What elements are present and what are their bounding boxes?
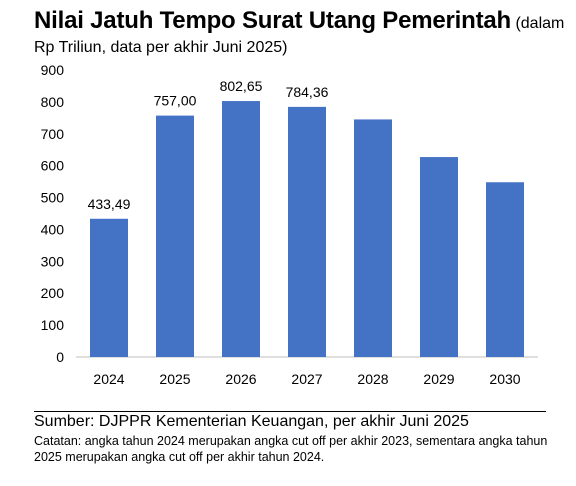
bar-data-label: 802,65 <box>220 78 263 94</box>
note-text: Catatan: angka tahun 2024 merupakan angk… <box>34 434 548 464</box>
y-tick-label: 100 <box>41 317 65 333</box>
x-tick-label: 2026 <box>225 371 256 387</box>
x-axis: 2024 2025 2026 2027 2028 2029 2030 <box>93 371 520 387</box>
chart-title-unit-prefix: (dalam <box>515 15 565 32</box>
y-tick-label: 600 <box>41 158 65 174</box>
chart-title-line: Nilai Jatuh Tempo Surat Utang Pemerintah… <box>34 8 564 37</box>
bar <box>90 218 128 357</box>
y-axis: 0 100 200 300 400 500 600 700 800 900 <box>41 62 65 365</box>
bar <box>354 119 392 357</box>
y-tick-label: 500 <box>41 190 65 206</box>
bar <box>486 182 524 357</box>
bar-data-label: 757,00 <box>154 93 197 109</box>
bar-chart: 0 100 200 300 400 500 600 700 800 900 433,49 757,0… <box>41 62 538 387</box>
y-tick-label: 800 <box>41 94 65 110</box>
x-tick-label: 2029 <box>423 371 454 387</box>
x-tick-label: 2025 <box>159 371 190 387</box>
y-tick-label: 200 <box>41 285 65 301</box>
chart-title: Nilai Jatuh Tempo Surat Utang Pemerintah <box>34 7 511 34</box>
bar <box>222 101 260 358</box>
divider-line <box>34 411 546 412</box>
chart-subtitle: Rp Triliun, data per akhir Juni 2025) <box>34 39 288 56</box>
bar <box>156 115 194 358</box>
source-text: Sumber: DJPPR Kementerian Keuangan, per … <box>34 413 469 430</box>
bar <box>420 157 458 357</box>
bars-group: 433,49 757,00 802,65 784,36 <box>88 78 524 358</box>
bar-data-label: 433,49 <box>88 196 131 212</box>
x-tick-label: 2024 <box>93 371 124 387</box>
chart-title-block: Nilai Jatuh Tempo Surat Utang Pemerintah… <box>34 8 564 58</box>
y-tick-label: 900 <box>41 62 65 78</box>
bar <box>288 106 326 357</box>
y-tick-label: 0 <box>56 349 64 365</box>
bar-data-label: 784,36 <box>286 84 329 100</box>
x-tick-label: 2027 <box>291 371 322 387</box>
x-tick-label: 2028 <box>357 371 388 387</box>
y-tick-label: 400 <box>41 221 65 237</box>
y-tick-label: 300 <box>41 253 65 269</box>
y-tick-label: 700 <box>41 126 65 142</box>
x-tick-label: 2030 <box>489 371 520 387</box>
